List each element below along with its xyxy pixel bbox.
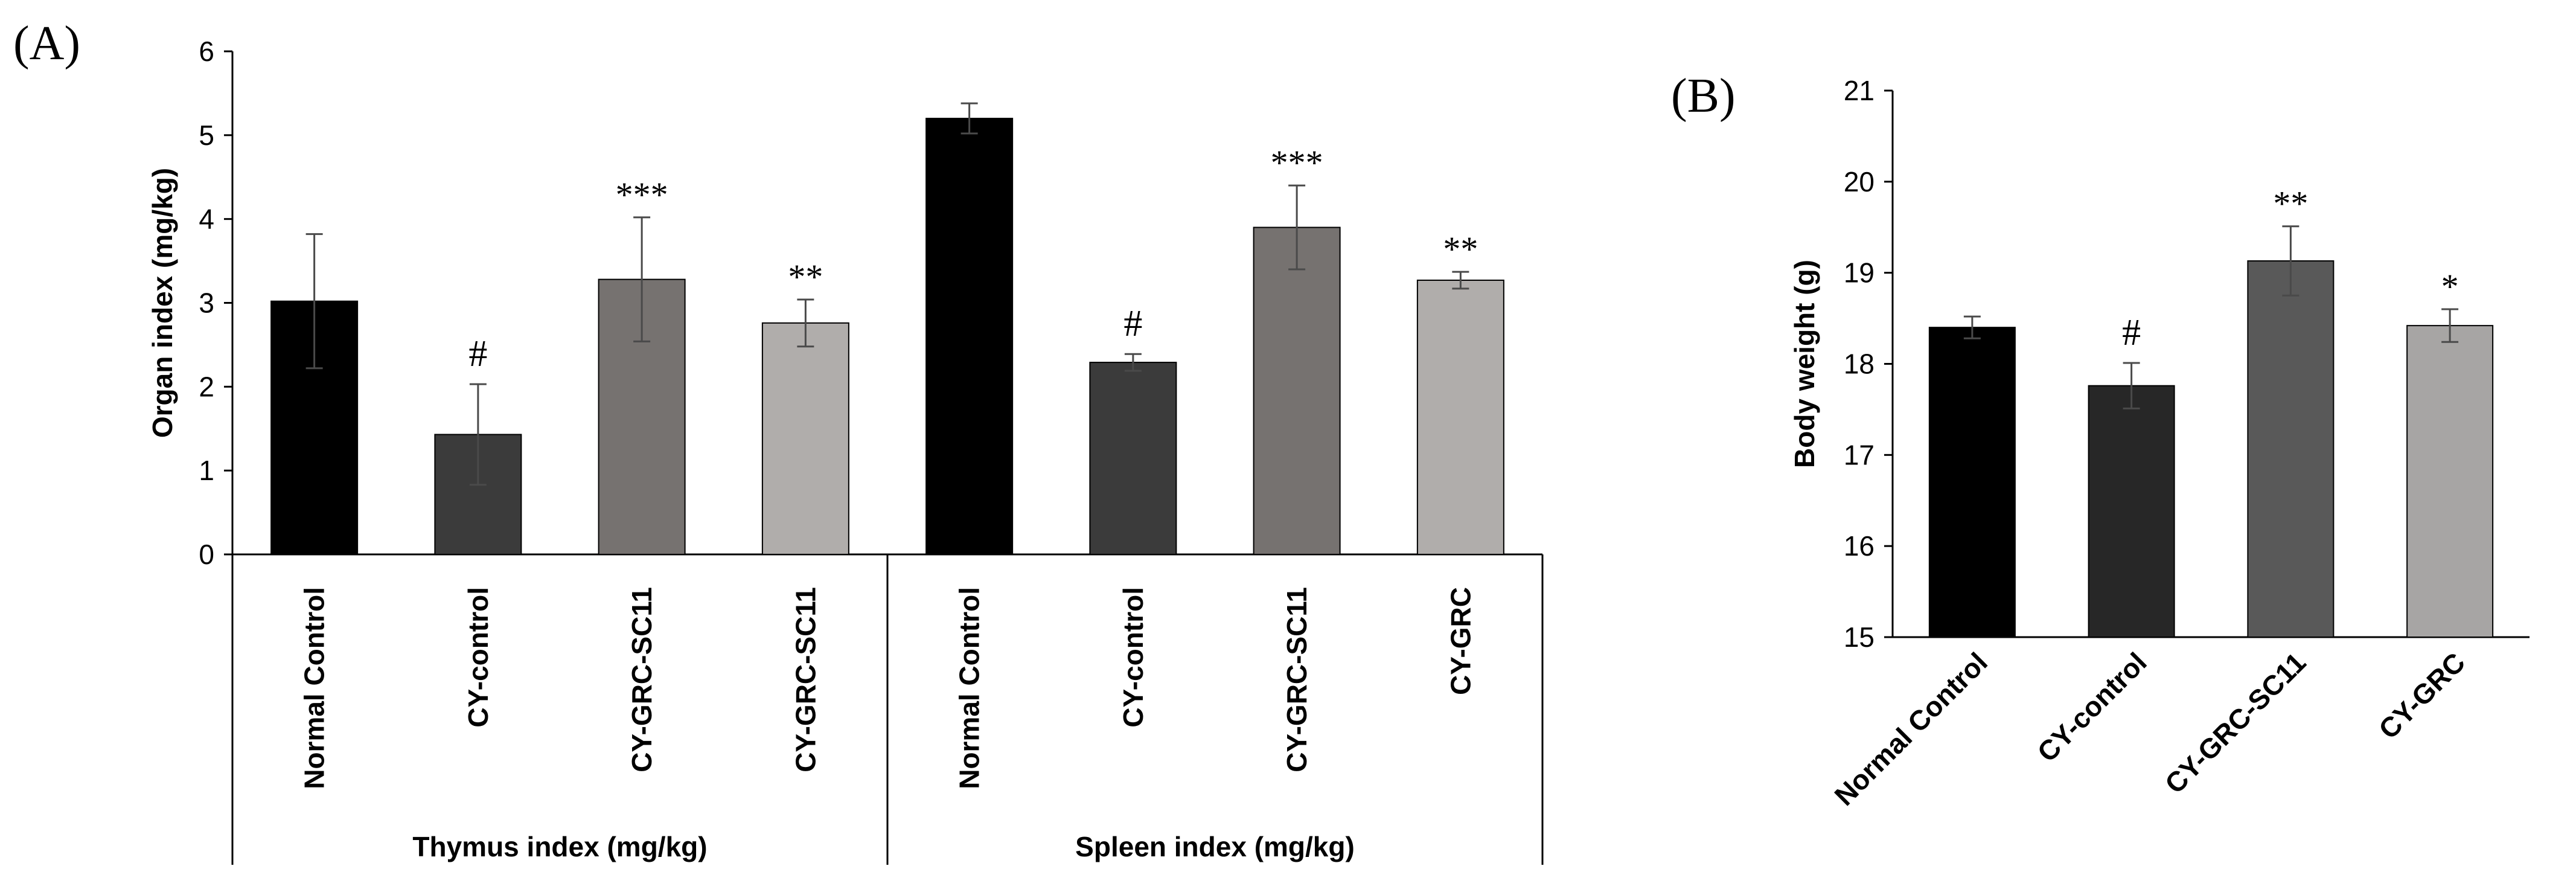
- x-category-label: CY-GRC-SC11: [2159, 646, 2312, 800]
- bar: [2088, 385, 2175, 638]
- y-tick-label: 15: [1844, 621, 1874, 653]
- bar: [925, 118, 1014, 556]
- x-category-label: CY-control: [2031, 646, 2152, 768]
- group-label: Thymus index (mg/kg): [412, 831, 707, 862]
- significance-marker: **: [1443, 229, 1478, 269]
- organ-index-chart: 0 1 2 3 4 5 6 Organ index (mg/kg) Normal Control…: [147, 36, 1544, 865]
- y-tick-label: 21: [1844, 75, 1874, 106]
- significance-marker: ***: [1271, 143, 1323, 182]
- y-tick-label: 1: [199, 455, 214, 486]
- y-tick-label: 0: [199, 539, 214, 570]
- y-tick-label: 3: [199, 287, 214, 319]
- bar: [2406, 325, 2494, 638]
- y-tick-label: 6: [199, 36, 214, 67]
- body-weight-chart: 15 16 17 18 19 20 21 Body weight (g) Normal Cont…: [1789, 75, 2530, 812]
- significance-marker: **: [788, 257, 823, 297]
- significance-marker: ***: [616, 175, 668, 214]
- y-axis-label: Body weight (g): [1789, 260, 1820, 468]
- bar: [1089, 362, 1177, 555]
- y-tick-label: 18: [1844, 348, 1874, 380]
- x-category-label: CY-GRC: [2373, 646, 2471, 745]
- y-tick-label: 17: [1844, 439, 1874, 470]
- significance-marker: #: [2122, 312, 2141, 353]
- significance-marker: #: [468, 333, 487, 374]
- x-category-label: Normal Control: [1828, 646, 1993, 811]
- bar: [2247, 260, 2335, 638]
- y-tick-label: 4: [199, 204, 214, 235]
- x-category-label: CY-control: [1117, 587, 1149, 728]
- x-category-label: Normal Control: [299, 587, 330, 789]
- bar: [1416, 280, 1504, 555]
- y-tick-label: 16: [1844, 530, 1874, 562]
- panel-b-label: (B): [1671, 69, 1736, 123]
- x-category-label: CY-GRC: [1445, 587, 1476, 695]
- significance-marker: #: [1123, 303, 1142, 344]
- y-tick-label: 5: [199, 120, 214, 151]
- y-tick-label: 2: [199, 371, 214, 402]
- significance-marker: **: [2273, 184, 2308, 223]
- y-tick-label: 20: [1844, 166, 1874, 197]
- y-tick-label: 19: [1844, 257, 1874, 289]
- y-axis-label: Organ index (mg/kg): [147, 168, 178, 438]
- x-category-label: CY-control: [462, 587, 494, 728]
- bar: [761, 322, 849, 555]
- x-category-label: CY-GRC-SC11: [790, 587, 821, 772]
- group-label: Spleen index (mg/kg): [1075, 831, 1355, 862]
- bar: [1928, 327, 2016, 638]
- bar: [1253, 226, 1341, 555]
- x-category-label: CY-GRC-SC11: [626, 587, 657, 772]
- x-category-label: CY-GRC-SC11: [1281, 587, 1312, 772]
- significance-marker: *: [2441, 267, 2459, 306]
- x-category-label: Normal Control: [954, 587, 985, 789]
- panel-a-label: (A): [13, 17, 80, 70]
